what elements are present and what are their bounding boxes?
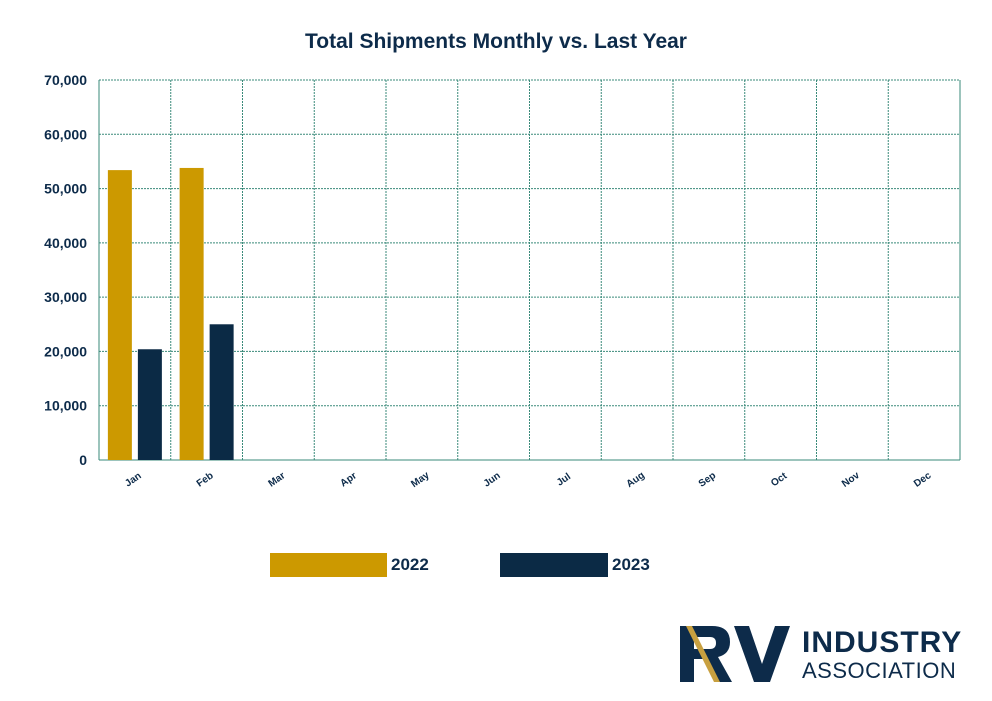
y-tick-label: 30,000 (44, 289, 87, 305)
bar-chart: 0 10,000 20,000 30,000 40,000 50,000 60,000 70,… (44, 72, 961, 490)
y-tick-label: 50,000 (44, 181, 87, 197)
logo-text-industry: INDUSTRY (802, 626, 963, 659)
legend-label-2022: 2022 (391, 555, 429, 574)
x-tick-label: Jan (123, 471, 143, 490)
bar-2022-jan (107, 170, 132, 460)
y-tick-label: 0 (79, 452, 87, 468)
x-tick-label: Jul (555, 471, 573, 488)
y-tick-label: 10,000 (44, 398, 87, 414)
y-axis-ticks: 0 10,000 20,000 30,000 40,000 50,000 60,000 70,… (44, 72, 87, 468)
rv-logo-mark-icon (680, 626, 790, 682)
bar-2023-jan (137, 349, 162, 460)
legend-item-2023: 2023 (500, 553, 650, 577)
x-tick-label: Jun (482, 470, 503, 489)
x-tick-label: Oct (769, 470, 790, 489)
x-tick-label: Nov (840, 470, 862, 490)
x-tick-label: Mar (266, 470, 287, 489)
x-tick-label: Dec (912, 470, 934, 490)
logo-text-association: ASSOCIATION (802, 658, 957, 683)
bars (107, 167, 234, 460)
y-tick-label: 40,000 (44, 235, 87, 251)
legend-item-2022: 2022 (270, 553, 429, 577)
legend-label-2023: 2023 (612, 555, 650, 574)
grid-lines (98, 79, 961, 461)
chart-title: Total Shipments Monthly vs. Last Year (305, 30, 687, 53)
x-tick-label: Feb (195, 470, 216, 489)
bar-2023-feb (209, 324, 234, 460)
bar-2022-feb (179, 167, 204, 460)
legend-swatch-2023 (500, 553, 608, 577)
x-axis-ticks: Jan Feb Mar Apr May Jun Jul Aug Sep Oct Nov Dec (123, 470, 933, 490)
rv-industry-association-logo: INDUSTRY ASSOCIATION (676, 622, 966, 686)
y-tick-label: 60,000 (44, 126, 87, 142)
x-tick-label: Sep (697, 470, 718, 490)
x-tick-label: Aug (625, 470, 647, 490)
y-tick-label: 20,000 (44, 343, 87, 359)
legend-swatch-2022 (270, 553, 387, 577)
y-tick-label: 70,000 (44, 72, 87, 88)
x-tick-label: Apr (338, 470, 359, 489)
x-tick-label: May (409, 470, 432, 490)
